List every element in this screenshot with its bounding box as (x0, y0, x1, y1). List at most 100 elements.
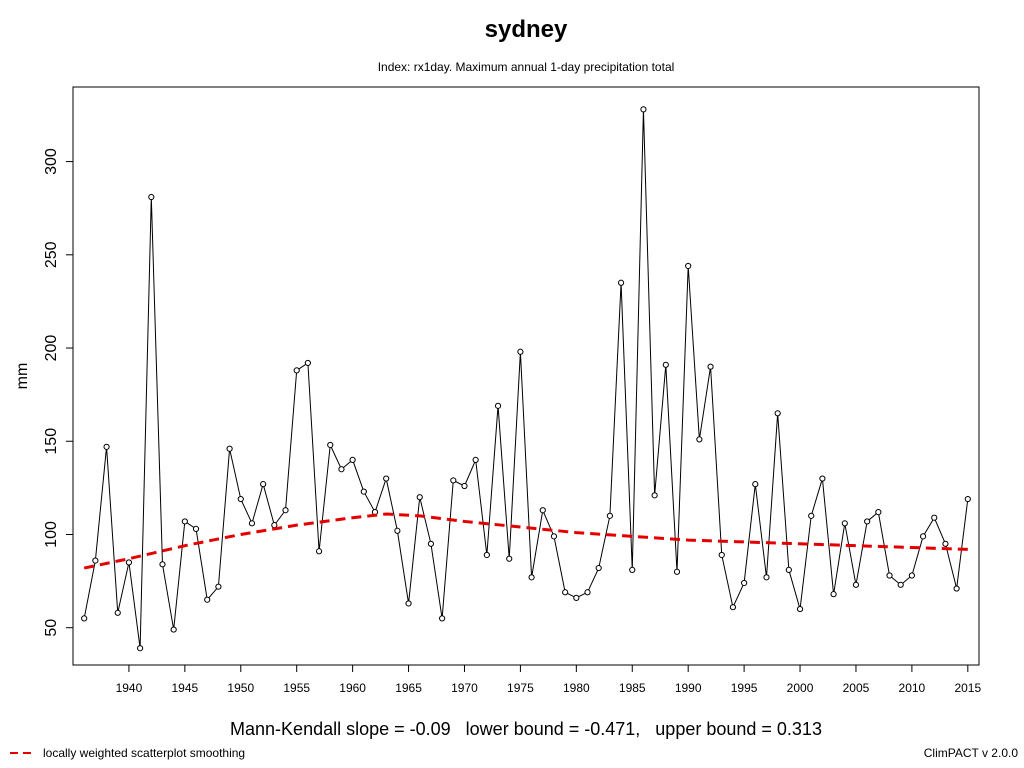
x-tick-label: 1960 (339, 681, 366, 695)
y-tick-label: 50 (43, 619, 60, 637)
data-point (338, 466, 345, 473)
data-point (148, 193, 155, 201)
data-point (640, 106, 647, 113)
data-point (494, 402, 502, 409)
data-point (595, 564, 602, 572)
data-point (942, 540, 949, 547)
x-tick-label: 1990 (675, 681, 702, 695)
chart-subtitle: Index: rx1day. Maximum annual 1-day prec… (378, 60, 675, 74)
data-point (450, 477, 457, 484)
data-point (539, 507, 546, 514)
data-point (841, 520, 848, 527)
x-tick-label: 2010 (899, 681, 926, 695)
x-tick-label: 1955 (283, 681, 310, 695)
data-point (427, 540, 435, 547)
x-tick-label: 1980 (563, 681, 590, 695)
data-point (864, 518, 871, 525)
data-point (394, 527, 401, 534)
data-point (953, 585, 960, 592)
x-tick-label: 1975 (507, 681, 534, 695)
series-group (81, 106, 971, 652)
data-point (170, 626, 177, 633)
x-tick-label: 1945 (172, 681, 199, 695)
data-point (651, 492, 658, 499)
data-point (506, 555, 513, 562)
x-tick-label: 2015 (954, 681, 981, 695)
series-line-rx1day (83, 109, 969, 649)
y-tick-label: 300 (43, 148, 60, 175)
data-point (931, 514, 938, 521)
data-point (260, 481, 267, 488)
data-point (852, 581, 860, 588)
data-point (461, 482, 468, 490)
x-tick-label: 1965 (395, 681, 422, 695)
data-point (192, 525, 200, 532)
legend-label: locally weighted scatterplot smoothing (43, 746, 245, 760)
data-point (886, 572, 893, 579)
y-axis: 50 100 150 200 250 300 (43, 148, 73, 637)
plot-frame (72, 86, 980, 666)
data-point (237, 495, 244, 503)
data-point (248, 520, 256, 527)
data-point (785, 566, 792, 574)
data-point (808, 512, 815, 519)
data-point (215, 583, 222, 590)
data-point (293, 367, 300, 374)
data-point (908, 572, 915, 579)
data-point (439, 615, 446, 622)
data-point (159, 561, 166, 568)
data-point (685, 262, 692, 270)
data-point (103, 443, 110, 450)
data-point (774, 410, 781, 417)
data-point (796, 605, 804, 613)
data-point (662, 361, 669, 368)
data-point (81, 615, 88, 622)
data-point (696, 436, 703, 443)
data-point (729, 604, 737, 611)
x-tick-label: 1985 (619, 681, 646, 695)
data-point (819, 475, 826, 482)
data-point (137, 645, 144, 652)
stats-line: Mann-Kendall slope = -0.09 lower bound =… (230, 719, 822, 739)
data-point (405, 600, 412, 607)
data-point (472, 456, 479, 464)
data-point (707, 363, 714, 370)
x-axis: 1940 1945 1950 1955 1960 1965 1970 1975 1980 1985… (116, 665, 981, 695)
data-point (629, 566, 636, 574)
data-point (550, 533, 558, 540)
y-tick-label: 250 (43, 241, 60, 268)
x-tick-label: 1995 (731, 681, 758, 695)
data-point (718, 551, 725, 559)
data-point (349, 456, 356, 464)
smoothing-line (83, 512, 968, 570)
y-tick-label: 200 (43, 335, 60, 362)
footer-version: ClimPACT v 2.0.0 (924, 746, 1019, 760)
data-point (304, 359, 311, 367)
data-point (282, 507, 289, 514)
data-point (752, 481, 759, 488)
data-point (226, 445, 233, 452)
data-point (327, 441, 334, 449)
data-point (573, 594, 580, 601)
data-point (383, 475, 390, 482)
data-point (673, 568, 681, 575)
x-tick-label: 1940 (116, 681, 143, 695)
data-point (114, 609, 121, 616)
data-point (617, 279, 625, 286)
data-point (964, 495, 971, 503)
y-tick-label: 100 (43, 521, 60, 548)
y-tick-label: 150 (43, 428, 60, 455)
data-point (741, 579, 748, 587)
data-point (562, 589, 569, 596)
x-tick-label: 1950 (227, 681, 254, 695)
x-tick-label: 2000 (787, 681, 814, 695)
data-point (204, 596, 211, 603)
data-point (483, 551, 490, 559)
data-point (875, 509, 882, 516)
chart-title: sydney (485, 16, 568, 43)
data-point (360, 488, 367, 495)
data-point (830, 591, 837, 598)
data-point (315, 548, 323, 555)
data-point (897, 581, 904, 588)
